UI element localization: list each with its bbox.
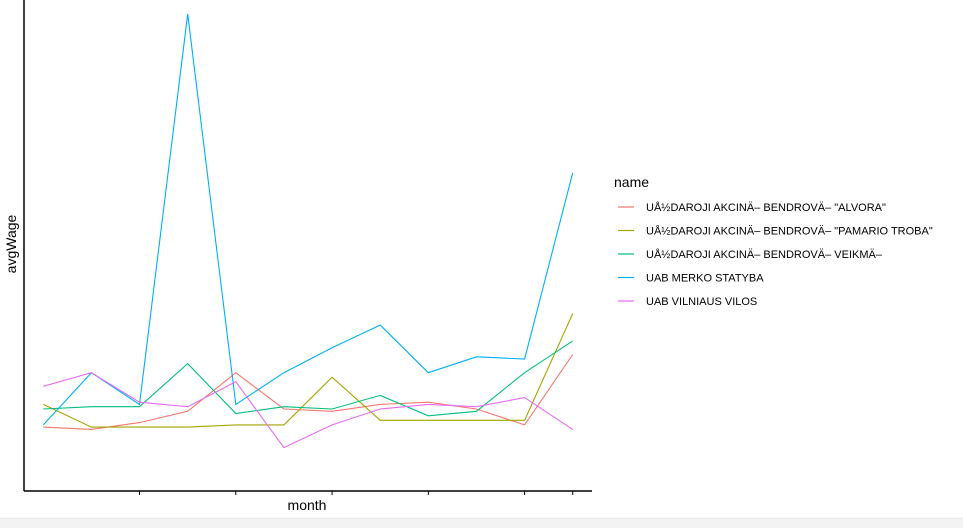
- legend-label-5: UAB VILNIAUS VILOS: [646, 296, 757, 308]
- legend-items: UÅ½DAROJI AKCINÄ– BENDROVÄ– "ALVORA" UÅ½D…: [618, 201, 933, 308]
- y-axis-label: avgWage: [3, 214, 19, 273]
- series-line-3: [43, 340, 574, 417]
- x-ticks: [139, 491, 574, 495]
- legend: name UÅ½DAROJI AKCINÄ– BENDROVÄ– "ALVORA…: [614, 174, 933, 308]
- legend-label-1: UÅ½DAROJI AKCINÄ– BENDROVÄ– "ALVORA": [646, 201, 886, 214]
- bottom-strip: [0, 518, 963, 528]
- series-line-5: [43, 372, 574, 449]
- legend-label-2: UÅ½DAROJI AKCINÄ– BENDROVÄ– "PAMARIO TRO…: [646, 225, 933, 238]
- legend-label-4: UAB MERKO STATYBA: [646, 273, 764, 285]
- plot-lines: [42, 13, 574, 449]
- legend-label-3: UÅ½DAROJI AKCINÄ– BENDROVÄ– VEIKMÄ–: [646, 248, 883, 261]
- series-line-4: [42, 13, 574, 426]
- series-line-1: [43, 354, 574, 430]
- series-line-2: [43, 313, 574, 428]
- legend-title: name: [614, 174, 649, 190]
- x-axis-label: month: [288, 497, 327, 513]
